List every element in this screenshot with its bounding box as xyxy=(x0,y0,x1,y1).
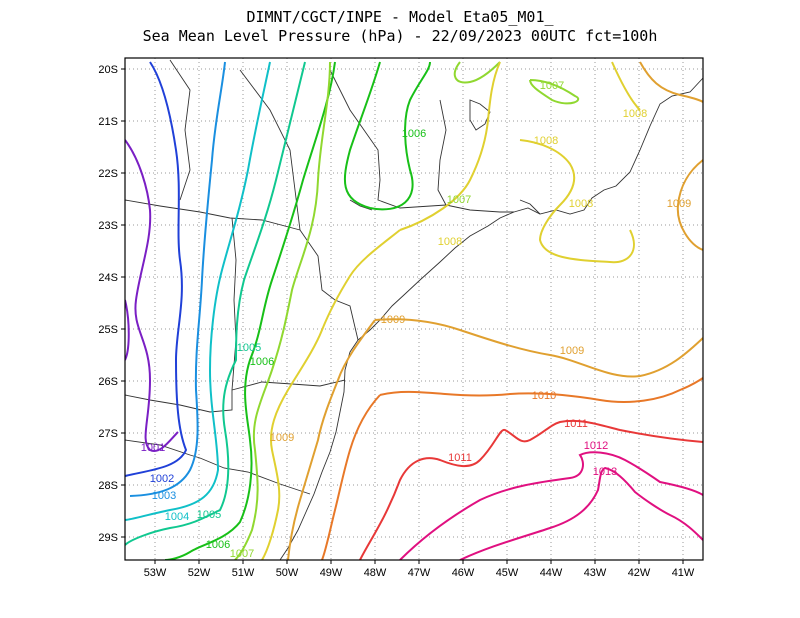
lat-label: 24S xyxy=(98,272,118,284)
isobar-1006 xyxy=(164,61,336,560)
isobar-1008 xyxy=(261,229,401,560)
isobar-1009c xyxy=(287,319,376,560)
isobar-1010b xyxy=(321,394,381,560)
isobar-1007b xyxy=(234,61,331,560)
lon-label: 49W xyxy=(320,567,343,579)
lon-label: 53W xyxy=(144,567,167,579)
lat-label: 28S xyxy=(98,480,118,492)
isobar-1010 xyxy=(379,377,703,403)
isobar-1007 xyxy=(453,61,501,84)
lon-label: 47W xyxy=(408,567,431,579)
border-mg-rj xyxy=(445,204,514,213)
isobar-1009b xyxy=(374,318,703,378)
contour-label-1012: 1012 xyxy=(584,440,608,452)
lon-label: 43W xyxy=(584,567,607,579)
isobar-1009d xyxy=(639,61,703,103)
lon-label: 52W xyxy=(188,567,211,579)
map-title-line-1: DIMNT/CGCT/INPE - Model Eta05_M01_ xyxy=(246,8,554,26)
isobar-1002 xyxy=(125,61,188,477)
lat-label: 21S xyxy=(98,116,118,128)
isobar-1003 xyxy=(129,61,226,497)
map-title-line-2: Sea Mean Level Pressure (hPa) - 22/09/20… xyxy=(142,27,658,45)
lon-label: 41W xyxy=(672,567,695,579)
map-frame xyxy=(124,57,704,561)
lon-tick-marks xyxy=(154,560,684,564)
grid-lines xyxy=(125,58,703,560)
contour-label-1008: 1008 xyxy=(438,236,462,248)
contour-label-1009: 1009 xyxy=(667,198,691,210)
isobar-1008b xyxy=(399,61,501,231)
contour-label-1004: 1004 xyxy=(165,511,189,523)
contour-label-1010: 1010 xyxy=(532,390,556,402)
isobar-1011 xyxy=(359,419,703,560)
border-bolivia xyxy=(169,59,191,201)
isobar-1004 xyxy=(125,61,271,521)
contour-label-1003: 1003 xyxy=(152,490,176,502)
coastline xyxy=(279,77,703,560)
lat-label: 25S xyxy=(98,324,118,336)
isobar-1008d xyxy=(611,61,641,111)
isobars xyxy=(125,61,703,560)
isobar-1007c xyxy=(529,79,580,105)
isobar-1001 xyxy=(125,139,179,452)
lat-tick-marks xyxy=(121,68,125,538)
lagoon xyxy=(349,199,373,211)
border-paraguay xyxy=(125,199,201,213)
lon-label: 44W xyxy=(540,567,563,579)
lat-label: 23S xyxy=(98,220,118,232)
lon-label: 42W xyxy=(628,567,651,579)
contour-label-1009: 1009 xyxy=(560,345,584,357)
lon-label: 48W xyxy=(364,567,387,579)
bay-coast xyxy=(519,199,541,215)
isobar-1005 xyxy=(125,61,306,546)
contour-label-1006: 1006 xyxy=(206,539,230,551)
isobar-1009 xyxy=(676,159,703,251)
lat-tick-labels: 20S 21S 22S 23S 24S 25S 26S 27S 28S 29S xyxy=(98,64,118,544)
border-sc-rs xyxy=(199,457,311,495)
contour-label-1008: 1008 xyxy=(534,135,558,147)
contour-label-1005: 1005 xyxy=(237,342,261,354)
border-ms-sp xyxy=(239,69,301,231)
contour-label-1006: 1006 xyxy=(250,356,274,368)
contour-label-1002: 1002 xyxy=(150,473,174,485)
isobar-1006b xyxy=(343,61,431,211)
lat-label: 22S xyxy=(98,168,118,180)
contour-label-1001: 1001 xyxy=(141,442,165,454)
lon-label: 46W xyxy=(452,567,475,579)
contour-label-1007: 1007 xyxy=(540,80,564,92)
contour-label-1013: 1013 xyxy=(593,466,617,478)
contour-label-1011: 1011 xyxy=(564,418,588,430)
lon-label: 50W xyxy=(276,567,299,579)
contour-label-1008: 1008 xyxy=(569,198,593,210)
contour-label-1006: 1006 xyxy=(402,128,426,140)
isobar-1001b xyxy=(125,299,130,361)
island-coast xyxy=(469,99,491,131)
contour-label-1007: 1007 xyxy=(230,548,254,560)
border-mg-es xyxy=(437,99,447,206)
border-argentina xyxy=(125,390,233,413)
contour-label-1005: 1005 xyxy=(197,509,221,521)
border-pr-paraguay xyxy=(231,217,237,391)
isobar-1012 xyxy=(399,451,703,560)
contour-label-1011: 1011 xyxy=(448,452,472,464)
border-sp-pr xyxy=(299,229,359,341)
lon-tick-labels: 53W 52W 51W 50W 49W 48W 47W 46W 45W 44W … xyxy=(144,567,695,579)
isobar-1013 xyxy=(459,466,703,560)
contour-label-1009: 1009 xyxy=(270,432,294,444)
lat-label: 29S xyxy=(98,532,118,544)
lon-label: 51W xyxy=(232,567,255,579)
border-sp-mg xyxy=(329,69,447,209)
contour-label-1008: 1008 xyxy=(623,108,647,120)
isobar-1008c xyxy=(519,139,635,264)
contour-label-1009: 1009 xyxy=(381,314,405,326)
lon-label: 45W xyxy=(496,567,519,579)
border-ms-pr xyxy=(199,211,301,231)
lat-label: 26S xyxy=(98,376,118,388)
lat-label: 27S xyxy=(98,428,118,440)
contour-labels: 1001 1002 1003 1004 1005 1005 1006 1006 … xyxy=(141,80,691,560)
contour-label-1007: 1007 xyxy=(447,194,471,206)
lat-label: 20S xyxy=(98,64,118,76)
